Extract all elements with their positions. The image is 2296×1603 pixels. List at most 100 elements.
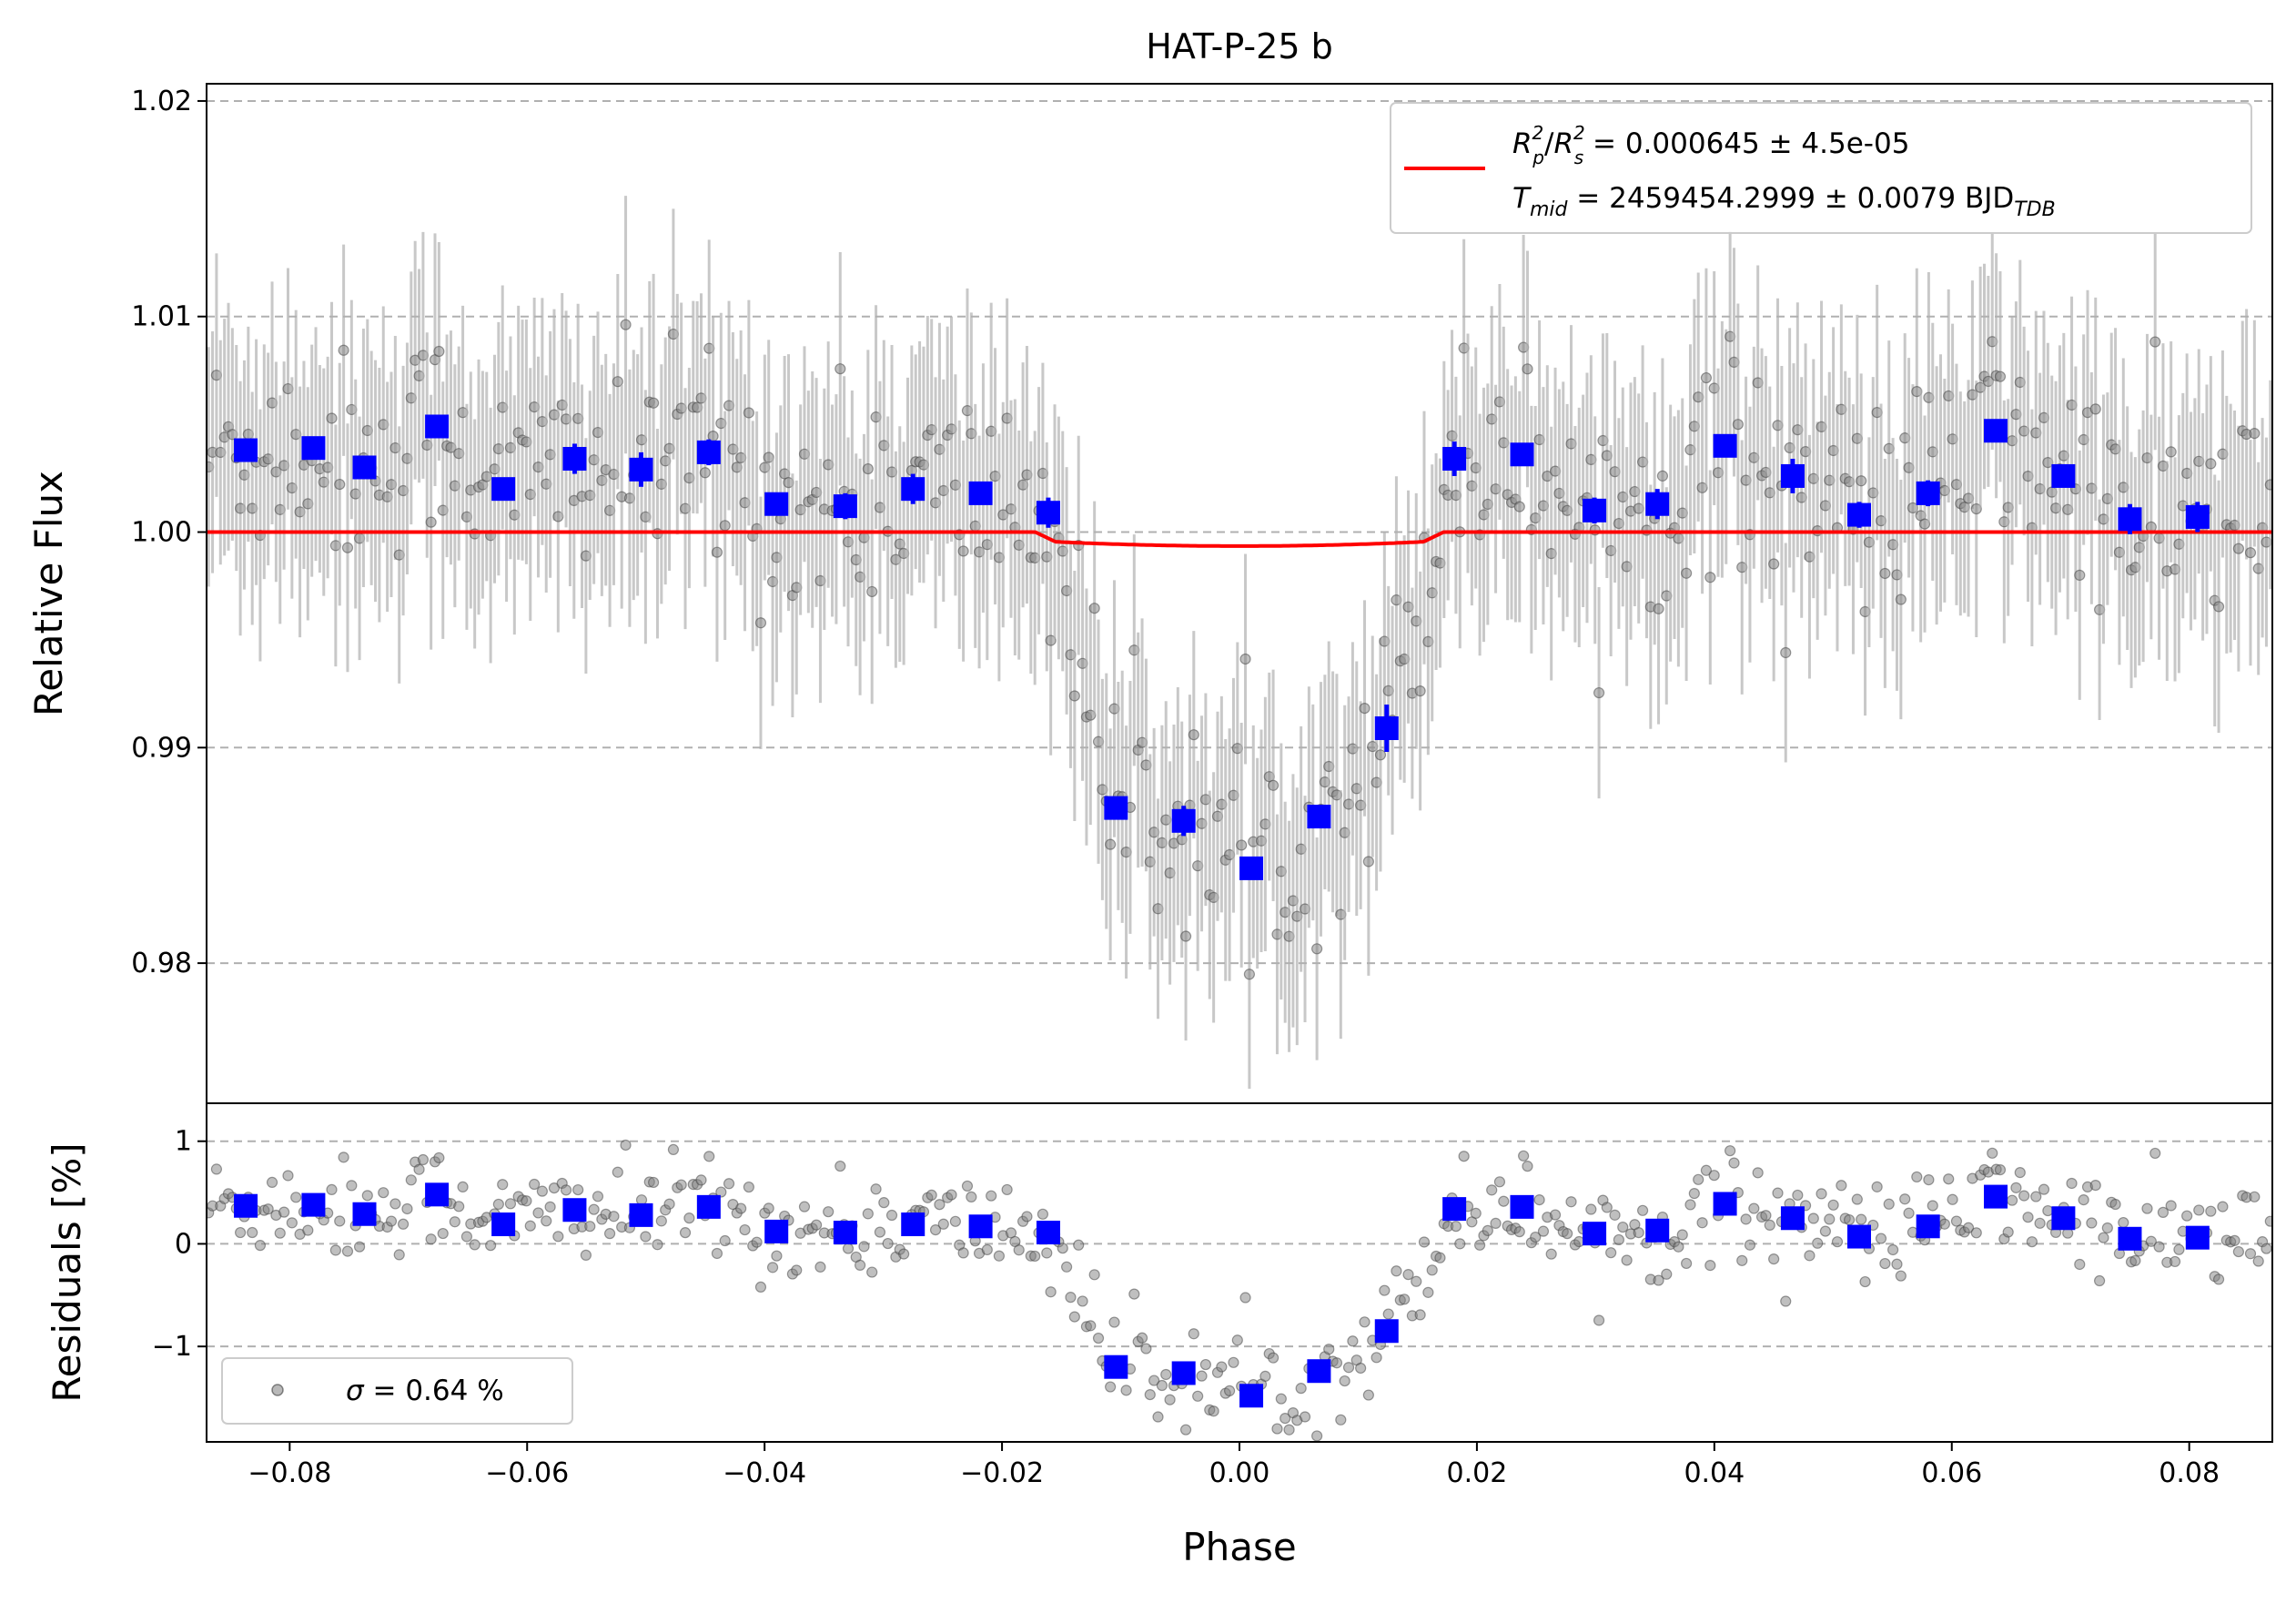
residual-raw-point <box>1943 1173 1955 1185</box>
residual-raw-point <box>1418 1236 1431 1248</box>
residual-raw-point <box>2094 1274 2106 1287</box>
residual-raw-point <box>1704 1260 1716 1272</box>
residual-raw-point <box>2193 1204 2205 1216</box>
residual-raw-point <box>1661 1268 1673 1280</box>
residual-raw-point <box>1259 1370 1271 1383</box>
raw-point <box>834 363 846 375</box>
raw-point <box>2232 543 2244 554</box>
residual-raw-point <box>1593 1314 1605 1326</box>
residual-raw-point <box>878 1197 890 1209</box>
residual-binned-point <box>1780 1206 1805 1231</box>
residual-raw-point <box>247 1226 258 1239</box>
residual-raw-point <box>1105 1381 1117 1393</box>
residual-raw-point <box>1891 1258 1903 1270</box>
raw-point <box>1704 572 1716 583</box>
residual-raw-point <box>1268 1352 1279 1364</box>
residual-raw-point <box>739 1223 751 1236</box>
residual-raw-point <box>2018 1190 2030 1202</box>
residual-y-axis-label: Residuals [%] <box>45 1142 89 1402</box>
residual-raw-point <box>385 1215 398 1227</box>
residual-raw-point <box>1772 1187 1784 1199</box>
residual-raw-point <box>2249 1191 2261 1202</box>
raw-point <box>1656 470 1669 482</box>
raw-point <box>341 542 354 553</box>
residual-raw-point <box>1228 1356 1239 1368</box>
residual-raw-point <box>882 1237 894 1250</box>
residual-raw-point <box>1962 1222 1975 1233</box>
residual-raw-point <box>1562 1228 1573 1240</box>
residual-raw-point <box>2157 1206 2170 1218</box>
raw-point <box>719 520 731 532</box>
residual-binned-point <box>2185 1225 2210 1250</box>
residual-raw-point <box>1923 1174 1935 1186</box>
residual-ytick-label: −1 <box>152 1331 192 1363</box>
binned-point <box>1171 808 1196 833</box>
residual-raw-point <box>1530 1231 1542 1243</box>
binned-point <box>1239 856 1264 880</box>
residual-binned-point <box>968 1214 993 1239</box>
residual-raw-point <box>1736 1254 1748 1266</box>
residual-raw-point <box>1179 1424 1192 1436</box>
raw-point <box>1780 646 1792 659</box>
main-y-axis-label: Relative Flux <box>26 471 71 716</box>
residual-binned-point <box>1510 1194 1534 1219</box>
residual-raw-point <box>1041 1247 1053 1259</box>
binned-point <box>425 414 450 439</box>
residual-raw-point <box>588 1203 600 1215</box>
residual-binned-point <box>425 1182 450 1207</box>
residual-raw-point <box>1617 1221 1629 1233</box>
residual-raw-point <box>1283 1424 1295 1436</box>
residual-raw-point <box>2014 1167 2026 1179</box>
residual-raw-point <box>1752 1167 1764 1179</box>
residual-raw-point <box>1391 1265 1402 1277</box>
binned-point <box>301 436 326 461</box>
residual-raw-point <box>425 1233 437 1245</box>
residual-raw-point <box>532 1207 544 1219</box>
residual-raw-point <box>1216 1361 1228 1373</box>
raw-point <box>862 462 874 475</box>
residual-raw-point <box>1426 1264 1438 1276</box>
residual-raw-point <box>1513 1226 1525 1238</box>
residual-raw-point <box>925 1189 937 1202</box>
main-ytick-label: 1.00 <box>131 517 192 549</box>
residual-raw-point <box>898 1248 910 1260</box>
residual-binned-point <box>1171 1361 1196 1385</box>
residual-raw-point <box>1140 1343 1152 1354</box>
residual-raw-point <box>937 1218 949 1230</box>
residual-raw-point <box>1371 1352 1382 1364</box>
residual-raw-point <box>608 1211 620 1223</box>
binned-point <box>1916 481 1940 505</box>
residual-raw-point <box>652 1239 663 1251</box>
residual-raw-point <box>810 1219 823 1231</box>
residual-raw-point <box>1585 1203 1597 1215</box>
residual-raw-point <box>1196 1370 1208 1382</box>
residual-raw-point <box>823 1206 834 1218</box>
residual-raw-point <box>497 1179 509 1191</box>
residual-raw-point <box>2181 1210 2193 1222</box>
binned-point <box>1036 501 1060 525</box>
residual-raw-point <box>504 1198 517 1210</box>
raw-point <box>1522 363 1533 375</box>
residual-raw-point <box>2042 1204 2054 1217</box>
residual-raw-point <box>1836 1180 1847 1192</box>
residual-raw-point <box>572 1183 584 1196</box>
residual-raw-point <box>2232 1245 2244 1258</box>
binned-point <box>1442 447 1467 472</box>
residual-raw-point <box>1883 1198 1895 1210</box>
residual-raw-point <box>1088 1269 1100 1281</box>
residual-raw-point <box>492 1198 504 1211</box>
residual-raw-point <box>401 1202 413 1215</box>
residual-raw-point <box>1144 1388 1156 1401</box>
residual-raw-point <box>433 1152 445 1164</box>
residual-x-ticks: −0.08 −0.06 −0.04 −0.02 0.00 0.02 0.04 0.06 0.08 <box>248 1442 2220 1489</box>
raw-point <box>1268 779 1279 791</box>
main-binned-points <box>234 414 2210 880</box>
residual-raw-point <box>1748 1202 1760 1214</box>
residual-raw-point <box>949 1215 961 1227</box>
raw-point <box>1513 501 1525 512</box>
residual-binned-point <box>764 1219 789 1243</box>
residual-raw-point <box>1688 1188 1700 1200</box>
raw-point <box>648 397 660 409</box>
raw-point <box>1068 690 1080 702</box>
raw-point <box>1732 419 1744 431</box>
